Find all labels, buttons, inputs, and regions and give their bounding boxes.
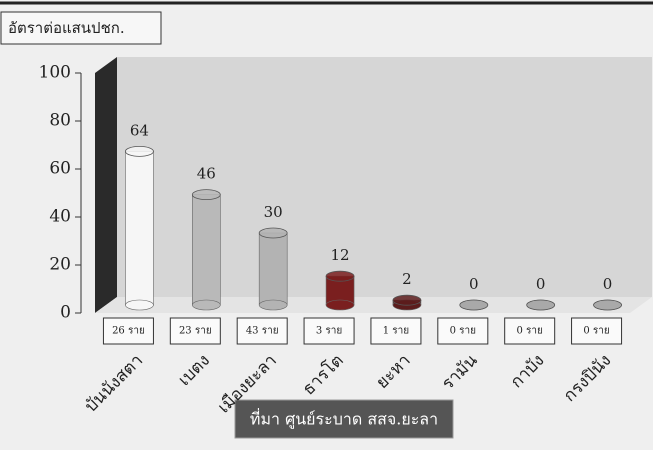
bar <box>191 189 221 311</box>
case-label: 0 ราย <box>516 326 542 337</box>
case-box <box>303 317 355 345</box>
bar-body <box>125 151 154 306</box>
bar <box>459 299 489 311</box>
y-tick-label: 80 <box>49 111 71 131</box>
y-tick-label: 20 <box>49 255 71 275</box>
value-label: 0 <box>536 275 546 293</box>
bar-top <box>125 145 154 157</box>
case-box <box>102 317 154 345</box>
case-label: 26 ราย <box>112 326 145 337</box>
bar-top <box>325 270 355 282</box>
bar-base <box>258 299 288 311</box>
y-axis-label: อัตราต่อแสนปชก. <box>8 19 125 37</box>
y-tick-label: 100 <box>39 63 71 83</box>
y-tick-label: 60 <box>49 159 71 179</box>
bar-top <box>459 299 489 311</box>
value-label: 0 <box>603 275 613 293</box>
case-box <box>169 317 221 345</box>
y-tick-label: 40 <box>49 207 71 227</box>
y-tick-label: 0 <box>60 303 71 323</box>
source-box <box>234 399 454 439</box>
value-label: 64 <box>130 121 149 139</box>
case-label: 23 ราย <box>179 326 212 337</box>
bar-base <box>325 299 355 311</box>
case-box <box>504 317 556 345</box>
bar <box>392 294 422 311</box>
y-label-box <box>0 11 162 45</box>
case-box <box>370 317 422 345</box>
case-label: 0 ราย <box>450 326 476 337</box>
bar <box>325 270 355 311</box>
bar <box>526 299 556 311</box>
bar-top <box>191 189 221 201</box>
value-label: 46 <box>197 165 216 183</box>
floor <box>95 297 652 313</box>
case-label: 1 ราย <box>383 326 409 337</box>
side-wall <box>95 57 117 313</box>
case-label: 43 ราย <box>246 326 279 337</box>
bar <box>593 299 622 311</box>
value-label: 30 <box>264 203 283 221</box>
back-wall <box>117 57 652 297</box>
value-label: 0 <box>469 275 479 293</box>
bar-body <box>192 194 221 306</box>
value-label: 12 <box>331 246 350 264</box>
bar-base <box>125 299 154 311</box>
case-box <box>236 317 288 345</box>
value-label: 2 <box>402 270 412 288</box>
bar-top <box>526 299 556 311</box>
bar-body <box>258 232 288 306</box>
source: ที่มา ศูนย์ระบาด สสจ.ยะลา <box>250 408 438 430</box>
bar-base <box>192 299 221 311</box>
bar-top <box>392 294 422 306</box>
case-label: 3 ราย <box>316 326 342 337</box>
bar-top <box>258 227 288 239</box>
case-box <box>437 317 489 345</box>
case-label: 0 ราย <box>583 326 609 337</box>
bar <box>258 227 288 311</box>
case-box <box>571 317 623 345</box>
bar <box>125 145 154 311</box>
bar-top <box>593 299 622 311</box>
